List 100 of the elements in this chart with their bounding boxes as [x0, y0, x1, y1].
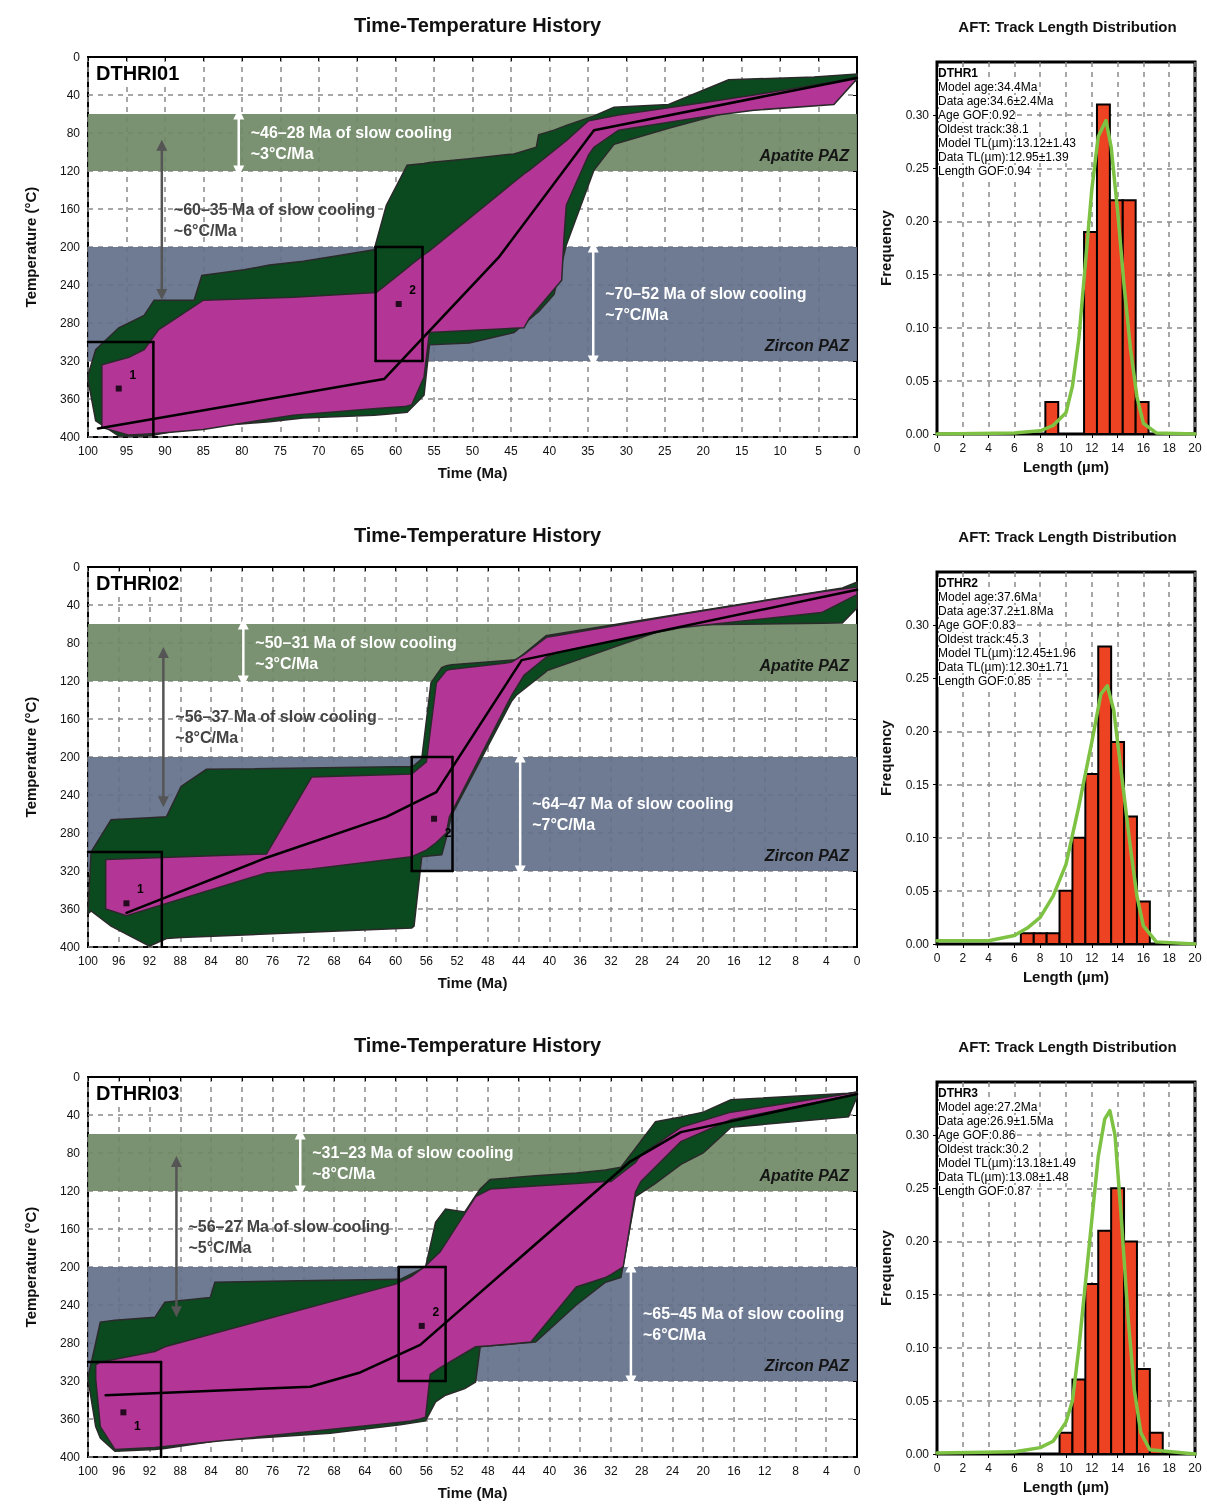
x-tick-label: 72 [296, 954, 311, 968]
x-tick-label: 72 [296, 1464, 311, 1478]
annotation: Model TL(µm):12.45±1.96 [938, 646, 1077, 660]
annotation: ~64–47 Ma of slow cooling ~7°C/Ma [532, 795, 734, 833]
x-tick-label: 88 [173, 1464, 188, 1478]
x-tick-label: 4 [822, 954, 830, 968]
y-tick-label: 0.25 [905, 671, 930, 686]
annotation: ~31–23 Ma of slow cooling ~8°C/Ma [312, 1143, 514, 1182]
x-tick-label: 65 [350, 444, 365, 458]
x-tick-label: 28 [635, 954, 649, 968]
y-tick-label: 200 [59, 240, 81, 254]
x-tick-label: 70 [312, 444, 326, 458]
x-tick-label: 4 [985, 951, 993, 965]
annotation: ~60–35 Ma of slow cooling ~6°C/Ma [173, 200, 376, 239]
chart-title: AFT: Track Length Distribution [958, 1038, 1177, 1055]
x-tick-label: 25 [658, 444, 672, 458]
annotation: ~56–27 Ma of slow cooling ~5°C/Ma [188, 1217, 390, 1256]
x-tick-label: 100 [77, 1464, 99, 1478]
annotation: DTHR2 [938, 576, 979, 590]
chart-title: Time-Temperature History [353, 1034, 602, 1056]
x-tick-label: 0 [853, 954, 861, 968]
annotation: Length GOF:0.87 [938, 1184, 1032, 1198]
x-tick-label: 4 [822, 1464, 830, 1478]
x-tick-label: 40 [542, 444, 557, 458]
y-axis-title: Frequency [877, 719, 894, 796]
x-tick-label: 14 [1110, 441, 1125, 455]
x-tick-label: 48 [481, 954, 495, 968]
y-tick-label: 0.00 [905, 1447, 930, 1461]
x-tick-label: 2 [959, 951, 967, 965]
y-tick-label: 400 [59, 940, 81, 954]
x-tick-label: 50 [465, 444, 480, 458]
band-label: Zircon PAZ [763, 846, 851, 864]
y-tick-label: 0.05 [905, 883, 930, 898]
y-tick-label: 240 [59, 788, 81, 802]
y-tick-label: 400 [59, 1450, 81, 1464]
y-tick-label: 0.25 [905, 1181, 930, 1196]
x-tick-label: 24 [665, 1464, 680, 1478]
x-axis-title: Time (Ma) [437, 974, 508, 991]
x-tick-label: 8 [1036, 1461, 1044, 1475]
annotation: 1 [134, 1419, 142, 1434]
x-tick-label: 96 [112, 1464, 126, 1478]
x-tick-label: 16 [1136, 1461, 1151, 1475]
x-tick-label: 56 [419, 1464, 434, 1478]
x-tick-label: 92 [142, 1464, 157, 1478]
annotation: Age GOF:0.83 [938, 618, 1016, 632]
x-tick-label: 0 [933, 441, 941, 455]
x-tick-label: 32 [604, 1464, 618, 1478]
x-tick-label: 20 [1188, 1461, 1202, 1475]
x-tick-label: 88 [173, 954, 188, 968]
x-tick-label: 60 [388, 1464, 403, 1478]
y-tick-label: 160 [59, 1222, 81, 1236]
x-tick-label: 60 [388, 954, 403, 968]
x-tick-label: 8 [792, 954, 800, 968]
y-tick-label: 0.20 [905, 1234, 930, 1249]
x-tick-label: 52 [450, 954, 465, 968]
y-tick-label: 0 [73, 50, 81, 64]
y-tick-label: 240 [59, 278, 81, 292]
annotation: ~65–45 Ma of slow cooling ~6°C/Ma [642, 1305, 845, 1343]
x-tick-label: 84 [204, 954, 219, 968]
annotation: Data age:37.2±1.8Ma [938, 604, 1054, 618]
band-label: Apatite PAZ [758, 146, 851, 164]
x-tick-label: 40 [542, 1464, 557, 1478]
annotation: DTHRI01 [96, 62, 180, 84]
x-tick-label: 18 [1162, 1461, 1177, 1475]
x-tick-label: 96 [112, 954, 126, 968]
annotation: Data TL(µm):13.08±1.48 [938, 1170, 1069, 1184]
x-tick-label: 4 [985, 1461, 993, 1475]
y-tick-label: 360 [59, 902, 81, 916]
annotation: Model TL(µm):13.12±1.43 [938, 136, 1077, 150]
y-tick-label: 120 [59, 1184, 81, 1198]
x-tick-label: 20 [696, 444, 711, 458]
x-tick-label: 20 [696, 954, 711, 968]
x-tick-label: 12 [1085, 1461, 1099, 1475]
x-tick-label: 2 [959, 1461, 967, 1475]
annotation: Oldest track:45.3 [938, 632, 1030, 646]
annotation: Model age:34.4Ma [938, 80, 1038, 94]
x-tick-label: 16 [727, 1464, 741, 1478]
x-tick-label: 0 [933, 1461, 941, 1475]
chart-title: AFT: Track Length Distribution [958, 528, 1177, 545]
x-tick-label: 60 [388, 444, 403, 458]
x-tick-label: 55 [427, 444, 442, 458]
y-axis-title: Frequency [877, 209, 894, 286]
y-tick-label: 360 [59, 392, 81, 406]
annotation: 2 [432, 1304, 440, 1319]
y-tick-label: 0.15 [905, 777, 930, 792]
x-tick-label: 18 [1162, 951, 1177, 965]
y-tick-label: 0.10 [905, 1340, 930, 1355]
x-tick-label: 85 [196, 444, 211, 458]
x-tick-label: 14 [1110, 1461, 1125, 1475]
band-label: Apatite PAZ [758, 1166, 851, 1184]
x-tick-label: 0 [853, 444, 861, 458]
annotation: Length GOF:0.94 [938, 164, 1032, 178]
annotation: DTHR3 [938, 1086, 979, 1100]
x-tick-label: 80 [235, 444, 249, 458]
x-tick-label: 64 [358, 1464, 372, 1478]
y-tick-label: 0.30 [905, 1128, 930, 1143]
y-axis-title: Frequency [877, 1229, 894, 1306]
annotation: Length GOF:0.85 [938, 674, 1032, 688]
x-tick-label: 45 [504, 444, 518, 458]
y-tick-label: 40 [66, 88, 81, 102]
